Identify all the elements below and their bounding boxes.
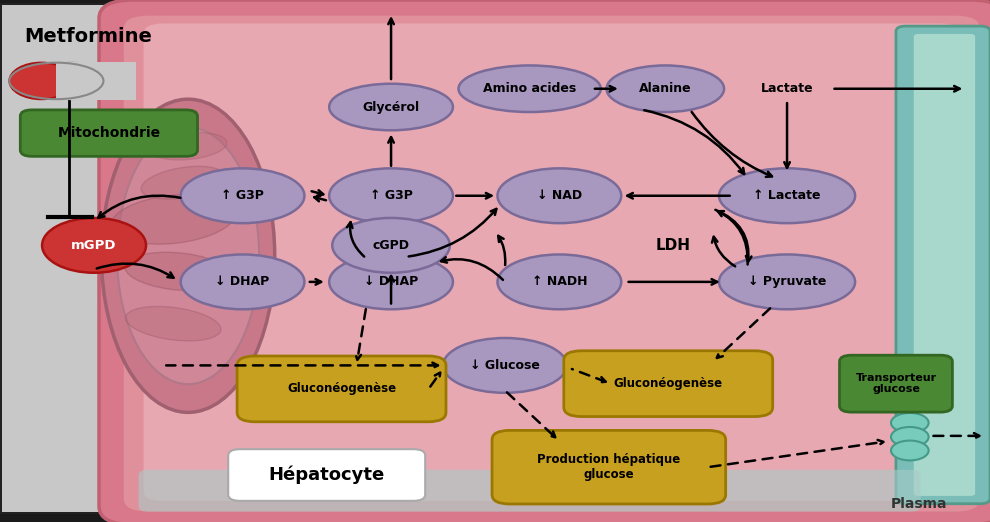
Ellipse shape xyxy=(329,84,453,130)
FancyBboxPatch shape xyxy=(20,110,197,157)
Ellipse shape xyxy=(142,167,225,199)
FancyBboxPatch shape xyxy=(56,62,136,100)
Ellipse shape xyxy=(101,99,275,412)
Ellipse shape xyxy=(444,338,567,393)
Text: ↑ G3P: ↑ G3P xyxy=(369,189,413,202)
Text: ↑ G3P: ↑ G3P xyxy=(221,189,264,202)
Text: Amino acides: Amino acides xyxy=(483,82,576,95)
FancyBboxPatch shape xyxy=(139,470,921,512)
FancyBboxPatch shape xyxy=(840,355,952,412)
Ellipse shape xyxy=(111,194,236,244)
Text: Alanine: Alanine xyxy=(639,82,692,95)
Ellipse shape xyxy=(125,252,232,291)
FancyBboxPatch shape xyxy=(237,356,446,422)
Text: Lactate: Lactate xyxy=(760,82,814,95)
Text: Transporteur
glucose: Transporteur glucose xyxy=(855,373,937,395)
Ellipse shape xyxy=(607,65,724,112)
FancyBboxPatch shape xyxy=(2,5,131,512)
Ellipse shape xyxy=(497,255,622,309)
Ellipse shape xyxy=(10,63,74,99)
Ellipse shape xyxy=(180,255,304,309)
Text: Metformine: Metformine xyxy=(25,27,152,46)
Text: ↓ NAD: ↓ NAD xyxy=(537,189,582,202)
Text: ↓ DHAP: ↓ DHAP xyxy=(216,276,269,288)
Text: ↓ DHAP: ↓ DHAP xyxy=(364,276,418,288)
FancyBboxPatch shape xyxy=(99,0,990,522)
Ellipse shape xyxy=(40,63,105,99)
Ellipse shape xyxy=(891,441,929,460)
FancyBboxPatch shape xyxy=(914,34,975,496)
Text: ↓ Glucose: ↓ Glucose xyxy=(470,359,540,372)
Ellipse shape xyxy=(719,169,855,223)
FancyBboxPatch shape xyxy=(2,5,988,512)
Text: Glycérol: Glycérol xyxy=(362,101,420,113)
Ellipse shape xyxy=(497,169,622,223)
Text: Mitochondrie: Mitochondrie xyxy=(57,126,160,140)
Ellipse shape xyxy=(719,255,855,309)
Text: ↑ Lactate: ↑ Lactate xyxy=(753,189,821,202)
Text: Hépatocyte: Hépatocyte xyxy=(268,466,385,484)
Ellipse shape xyxy=(329,255,453,309)
FancyBboxPatch shape xyxy=(896,26,990,504)
Text: Production hépatique
glucose: Production hépatique glucose xyxy=(538,453,680,481)
Text: Plasma: Plasma xyxy=(890,497,947,511)
Text: cGPD: cGPD xyxy=(372,239,410,252)
Ellipse shape xyxy=(891,427,929,447)
Ellipse shape xyxy=(117,127,259,384)
Text: Gluconéogenèse: Gluconéogenèse xyxy=(614,377,723,390)
Text: Gluconéogenèse: Gluconéogenèse xyxy=(287,383,396,395)
Ellipse shape xyxy=(458,65,601,112)
Ellipse shape xyxy=(126,306,221,341)
Text: ↓ Pyruvate: ↓ Pyruvate xyxy=(747,276,827,288)
Ellipse shape xyxy=(891,413,929,433)
Ellipse shape xyxy=(180,169,304,223)
Ellipse shape xyxy=(329,169,453,223)
FancyBboxPatch shape xyxy=(228,449,426,501)
Ellipse shape xyxy=(149,133,227,160)
Ellipse shape xyxy=(333,218,449,272)
FancyBboxPatch shape xyxy=(563,351,772,417)
Text: ↑ NADH: ↑ NADH xyxy=(532,276,587,288)
FancyBboxPatch shape xyxy=(124,16,980,512)
Text: LDH: LDH xyxy=(655,238,691,253)
Ellipse shape xyxy=(42,218,147,272)
Text: mGPD: mGPD xyxy=(71,239,117,252)
FancyBboxPatch shape xyxy=(144,23,960,501)
FancyBboxPatch shape xyxy=(492,430,726,504)
